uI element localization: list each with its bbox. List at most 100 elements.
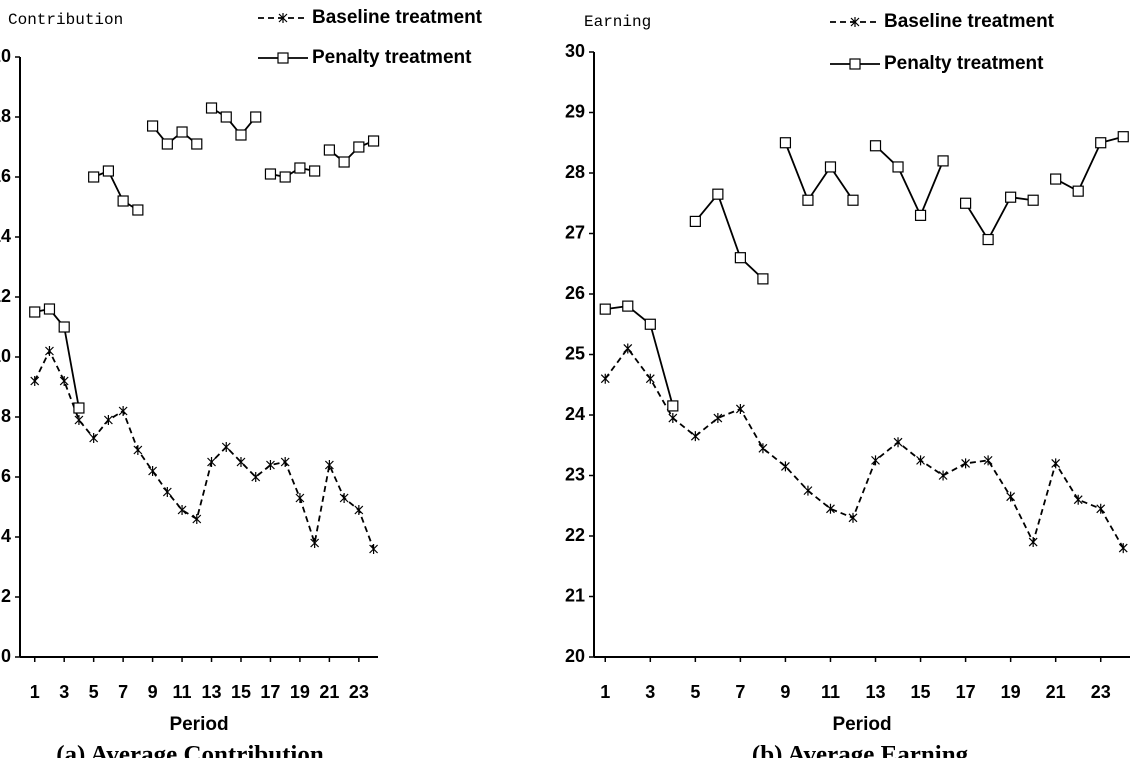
x-axis-label: Period [169, 714, 228, 735]
y-axis-label: Contribution [8, 11, 123, 29]
marker-square [689, 215, 701, 227]
y-tick-label: 4 [1, 526, 11, 546]
series-line [964, 196, 1034, 242]
marker-asterisk [59, 376, 69, 386]
x-tick-label: 17 [260, 682, 280, 702]
x-tick-label: 11 [173, 682, 192, 702]
marker-square [205, 102, 218, 114]
series-line [784, 142, 854, 203]
marker-square [277, 52, 289, 64]
marker-square [1117, 131, 1129, 143]
x-tick-label: 3 [645, 682, 655, 702]
marker-square [1027, 194, 1039, 206]
series-line [151, 125, 198, 146]
marker-asterisk [324, 460, 334, 470]
y-tick-label: 12 [0, 286, 11, 306]
marker-square [43, 303, 56, 315]
marker-asterisk [133, 445, 143, 455]
marker-asterisk [1118, 543, 1128, 554]
marker-square [279, 171, 291, 183]
x-tick-label: 5 [690, 682, 700, 702]
marker-asterisk [803, 485, 813, 496]
y-tick-label: 14 [0, 226, 11, 246]
marker-asterisk [177, 505, 187, 515]
marker-square [959, 197, 972, 209]
marker-asterisk [668, 413, 678, 424]
legend-label: Baseline treatment [312, 7, 483, 28]
marker-square [102, 165, 114, 177]
marker-square [191, 138, 203, 150]
x-tick-label: 1 [600, 682, 610, 702]
y-tick-label: 10 [0, 346, 11, 366]
series-line [874, 145, 944, 218]
series-line [1055, 135, 1124, 193]
x-tick-label: 1 [30, 682, 40, 702]
x-tick-label: 21 [319, 682, 339, 702]
marker-asterisk [162, 487, 172, 497]
y-tick-label: 20 [565, 646, 585, 666]
legend-label: Penalty treatment [884, 53, 1044, 74]
marker-asterisk [826, 503, 835, 514]
marker-square [757, 273, 769, 285]
marker-square [58, 321, 70, 333]
marker-asterisk [961, 458, 971, 469]
y-tick-label: 26 [565, 283, 585, 303]
y-tick-label: 21 [565, 585, 585, 605]
marker-asterisk [30, 376, 40, 386]
x-tick-label: 23 [349, 682, 369, 702]
marker-asterisk [1028, 537, 1038, 548]
marker-asterisk [871, 455, 880, 466]
x-tick-label: 23 [1091, 682, 1111, 702]
marker-asterisk [280, 457, 290, 467]
legend-label: Penalty treatment [312, 47, 472, 68]
marker-square [220, 111, 232, 123]
marker-square [176, 126, 188, 138]
marker-square [644, 318, 656, 330]
marker-asterisk [207, 457, 216, 467]
y-tick-label: 24 [565, 404, 585, 424]
marker-square [734, 252, 746, 264]
marker-square [847, 194, 859, 206]
series [29, 102, 380, 414]
series-line [328, 140, 374, 164]
marker-square [937, 155, 949, 167]
marker-asterisk [45, 346, 54, 356]
marker-square [849, 58, 861, 70]
marker-square [1005, 191, 1017, 203]
y-tick-label: 30 [565, 41, 585, 61]
marker-asterisk [690, 431, 700, 442]
marker-square [73, 402, 85, 414]
marker-asterisk [1051, 458, 1061, 469]
series-line [211, 107, 257, 137]
y-tick-label: 16 [0, 166, 11, 186]
x-axis-label: Period [832, 714, 891, 735]
series-line [93, 169, 139, 211]
marker-square [802, 194, 814, 206]
marker-asterisk [850, 17, 860, 27]
marker-square [869, 140, 882, 152]
marker-square [914, 209, 927, 221]
x-tick-label: 11 [821, 682, 840, 702]
x-tick-label: 17 [956, 682, 976, 702]
marker-square [599, 303, 611, 315]
x-tick-label: 9 [780, 682, 790, 702]
series-line [694, 192, 764, 280]
series-line [605, 305, 674, 407]
marker-square [824, 161, 837, 173]
marker-square [29, 306, 41, 318]
marker-asterisk [295, 493, 305, 503]
marker-square [146, 120, 159, 132]
marker-asterisk [1073, 494, 1083, 505]
marker-square [982, 233, 994, 246]
marker-asterisk [74, 415, 84, 425]
marker-asterisk [266, 460, 275, 470]
y-axis-label: Earning [584, 13, 651, 31]
x-tick-label: 7 [118, 682, 128, 702]
marker-asterisk [118, 406, 128, 416]
marker-square [294, 162, 306, 174]
y-tick-label: 8 [1, 406, 11, 426]
series-line [604, 346, 1125, 549]
x-tick-label: 7 [735, 682, 745, 702]
x-tick-label: 19 [1001, 682, 1021, 702]
marker-square [892, 161, 904, 173]
